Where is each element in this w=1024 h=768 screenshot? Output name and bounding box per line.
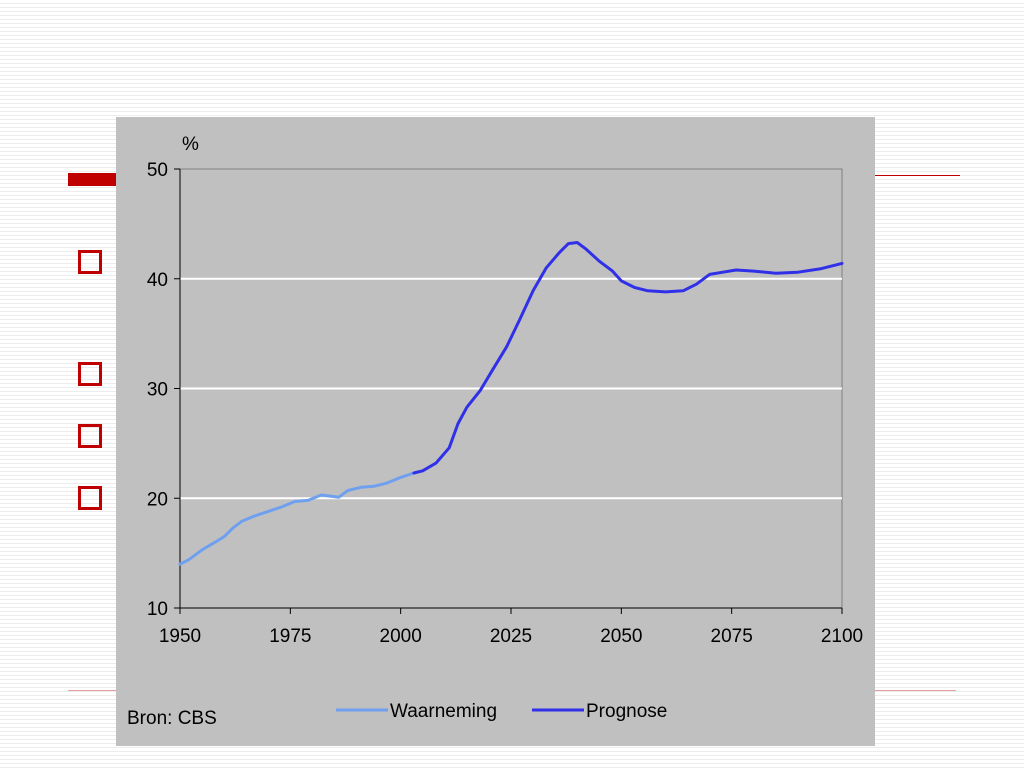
x-tick-label: 2075	[711, 626, 753, 647]
y-tick-label: 30	[147, 380, 168, 401]
x-tick-label: 2025	[490, 626, 532, 647]
legend-label-waarneming: Waarneming	[390, 701, 497, 722]
y-tick-label: 20	[147, 489, 168, 510]
y-tick-label: 50	[147, 160, 168, 181]
series-line-prognose	[412, 241, 844, 475]
title-accent-bar	[68, 173, 128, 186]
x-tick-label: 2050	[600, 626, 642, 647]
bullet-square-icon	[78, 486, 102, 510]
chart-panel: 10 20 30 40 50 1950 1975 2000 2025 2050 2075 2100 %…	[116, 117, 875, 746]
bullet-square-icon	[78, 424, 102, 448]
y-tick-label: 10	[147, 599, 168, 620]
line-chart: 10 20 30 40 50 1950 1975 2000 2025 2050 2075 2100 %…	[127, 134, 863, 729]
x-tick-label: 1975	[269, 626, 311, 647]
x-tick-label: 2100	[821, 626, 863, 647]
bullet-square-icon	[78, 362, 102, 386]
x-tick-label: 2000	[380, 626, 422, 647]
y-tick-label: 40	[147, 270, 168, 291]
bullet-square-icon	[78, 250, 102, 274]
x-tick-label: 1950	[159, 626, 201, 647]
y-axis-unit-label: %	[182, 134, 199, 155]
series-line-waarneming	[178, 471, 416, 566]
source-label: Bron: CBS	[127, 708, 217, 729]
legend-label-prognose: Prognose	[586, 701, 667, 722]
